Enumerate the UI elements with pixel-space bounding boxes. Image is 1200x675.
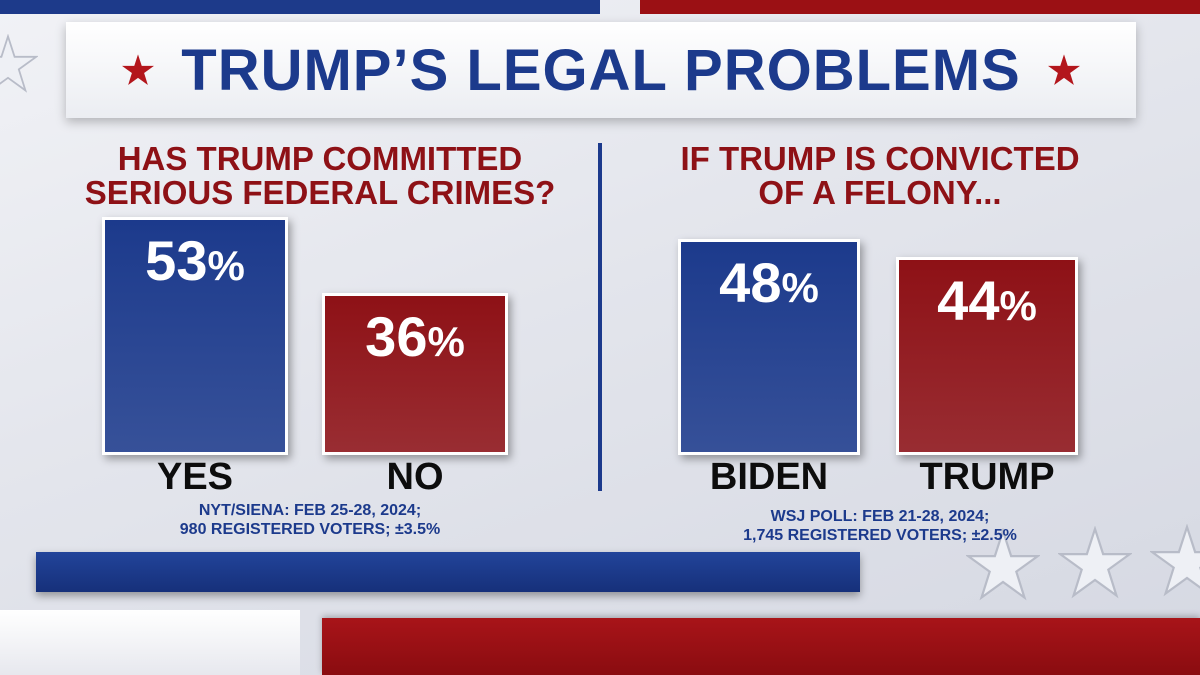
panel-divider: [598, 143, 602, 491]
source-line: 1,745 REGISTERED VOTERS; ±2.5%: [743, 527, 1017, 544]
bottom-blue-stripe: [36, 552, 860, 592]
decorative-star-icon: [966, 528, 1040, 601]
decorative-star-icon: [1150, 524, 1200, 597]
category-label: BIDEN: [709, 456, 829, 498]
chart-title-right: IF TRUMP IS CONVICTED OF A FELONY...: [620, 142, 1140, 210]
decorative-star-icon: [0, 34, 38, 93]
bottom-white-panel: [0, 610, 300, 675]
top-red-stripe: [640, 0, 1200, 14]
category-label: YES: [156, 456, 234, 498]
data-label: 53%: [145, 228, 245, 292]
bar-yes: 53%: [102, 216, 288, 455]
data-label: 44%: [937, 269, 1037, 332]
source-line: 980 REGISTERED VOTERS; ±3.5%: [179, 521, 441, 538]
data-label: 48%: [719, 251, 819, 314]
bottom-red-stripe: [322, 618, 1200, 675]
source-line: WSJ POLL: FEB 21-28, 2024;: [770, 508, 990, 525]
data-label: 36%: [365, 305, 465, 368]
category-label: TRUMP: [919, 456, 1055, 498]
page-title: TRUMP’S LEGAL PROBLEMS: [181, 37, 1021, 103]
chart-title-left: HAS TRUMP COMMITTED SERIOUS FEDERAL CRIM…: [60, 142, 580, 210]
chart-title-line: HAS TRUMP COMMITTED: [117, 140, 523, 177]
bar-no: 36%: [322, 293, 508, 455]
source-note-left: NYT/SIENA: FEB 25-28, 2024; 980 REGISTER…: [110, 501, 510, 539]
top-blue-stripe: [0, 0, 600, 14]
star-icon: [122, 54, 155, 85]
star-icon: [1047, 54, 1080, 85]
bar-trump: 44%: [896, 257, 1078, 455]
category-label: NO: [386, 456, 444, 498]
chart-title-line: OF A FELONY...: [758, 174, 1002, 211]
chart-title-line: SERIOUS FEDERAL CRIMES?: [84, 174, 556, 211]
decorative-star-icon: [1058, 526, 1132, 599]
source-line: NYT/SIENA: FEB 25-28, 2024;: [198, 502, 422, 519]
bar-biden: 48%: [678, 239, 860, 455]
title-banner: TRUMP’S LEGAL PROBLEMS: [66, 22, 1136, 118]
source-note-right: WSJ POLL: FEB 21-28, 2024; 1,745 REGISTE…: [680, 507, 1080, 545]
chart-title-line: IF TRUMP IS CONVICTED: [680, 140, 1080, 177]
